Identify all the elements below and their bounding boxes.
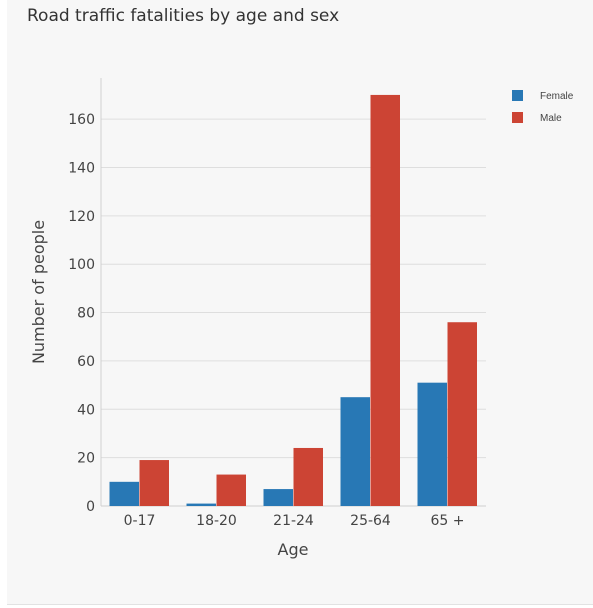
bar-male-1820[interactable] xyxy=(216,474,247,506)
y-tick-label: 120 xyxy=(68,209,95,225)
y-tick-label: 60 xyxy=(77,354,95,370)
bar-male-017[interactable] xyxy=(139,460,170,506)
x-tick-labels: 0-17 18-20 21-24 25-64 65 + xyxy=(124,513,465,529)
bar-female-1820[interactable] xyxy=(186,503,217,506)
y-tick-label: 0 xyxy=(86,499,95,515)
y-tick-label: 100 xyxy=(68,257,95,273)
chart-title: Road traffic fatalities by age and sex xyxy=(27,6,340,26)
y-tick-label: 40 xyxy=(77,402,95,418)
y-tick-label: 160 xyxy=(68,112,95,128)
legend-label-female[interactable]: Female xyxy=(540,91,574,102)
y-tick-labels: 0 20 40 60 80 100 120 140 160 xyxy=(68,112,95,515)
legend-swatch-male[interactable] xyxy=(512,112,523,123)
y-axis-title: Number of people xyxy=(29,220,48,364)
y-tick-label: 80 xyxy=(77,306,95,322)
legend-label-male[interactable]: Male xyxy=(540,113,562,124)
x-axis-title: Age xyxy=(278,540,309,559)
bar-female-2564[interactable] xyxy=(340,397,371,506)
bar-male-65[interactable] xyxy=(447,322,478,506)
x-tick-label: 0-17 xyxy=(124,513,156,529)
bar-male-2124[interactable] xyxy=(293,447,324,506)
x-tick-label: 21-24 xyxy=(273,513,314,529)
legend: Female Male xyxy=(512,90,574,124)
x-tick-label: 25-64 xyxy=(350,513,391,529)
bar-female-65[interactable] xyxy=(417,382,448,506)
y-tick-label: 20 xyxy=(77,451,95,467)
bar-female-2124[interactable] xyxy=(263,489,294,506)
bar-female-017[interactable] xyxy=(109,481,140,506)
x-tick-label: 65 + xyxy=(431,513,465,529)
x-tick-label: 18-20 xyxy=(196,513,237,529)
legend-swatch-female[interactable] xyxy=(512,90,523,101)
bar-male-2564[interactable] xyxy=(370,94,401,507)
bars xyxy=(109,94,478,507)
y-tick-label: 140 xyxy=(68,160,95,176)
